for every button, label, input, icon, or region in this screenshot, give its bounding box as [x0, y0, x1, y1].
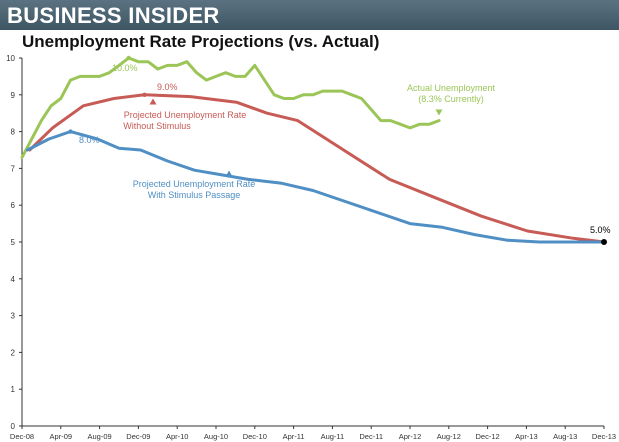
actual-peak-marker [126, 55, 131, 61]
brand-logo-text: BUSINESS INSIDER [7, 3, 220, 28]
x-tick-label: Aug-09 [88, 432, 112, 441]
series-line-without [28, 93, 606, 244]
y-tick-label: 3 [11, 312, 16, 321]
x-tick-label: Aug-13 [553, 432, 577, 441]
with-peak-label: 8.0% [79, 135, 100, 145]
y-tick-label: 0 [11, 422, 16, 431]
without-label-arrow [149, 98, 157, 105]
x-tick-label: Apr-13 [515, 432, 538, 441]
y-tick-label: 5 [11, 238, 16, 247]
actual-label-line1: Actual Unemployment [407, 83, 496, 93]
without-peak-label: 9.0% [157, 82, 178, 92]
with-label-line2: With Stimulus Passage [148, 190, 241, 200]
series-line-actual [20, 56, 441, 159]
x-tick-label: Dec-12 [476, 432, 500, 441]
endpoint-marker [601, 239, 607, 245]
x-tick-label: Dec-08 [10, 432, 34, 441]
chart-title: Unemployment Rate Projections (vs. Actua… [22, 32, 380, 51]
with-label-line1: Projected Unemployment Rate [133, 179, 256, 189]
y-tick-label: 9 [11, 91, 16, 100]
x-tick-label: Aug-12 [437, 432, 461, 441]
y-tick-label: 8 [11, 128, 16, 137]
without-label-line2: Without Stimulus [123, 121, 191, 131]
x-tick-label: Dec-10 [243, 432, 267, 441]
without-label-line1: Projected Unemployment Rate [124, 110, 247, 120]
y-tick-label: 2 [11, 348, 16, 357]
actual-peak-label: 10.0% [112, 63, 138, 73]
series-line-with [25, 130, 606, 244]
y-tick-label: 4 [11, 275, 16, 284]
endpoint-label: 5.0% [590, 225, 611, 235]
brand-header-bar: BUSINESS INSIDER [0, 0, 619, 30]
x-tick-label: Apr-10 [166, 432, 189, 441]
x-tick-label: Aug-10 [204, 432, 228, 441]
actual-label-arrow [435, 109, 443, 116]
x-tick-label: Apr-09 [50, 432, 73, 441]
actual-label-line2: (8.3% Currently) [418, 94, 484, 104]
x-tick-label: Dec-09 [126, 432, 150, 441]
with-peak-marker [68, 129, 73, 134]
x-tick-label: Aug-11 [321, 432, 345, 441]
without-peak-marker [142, 92, 147, 98]
y-tick-label: 6 [11, 201, 16, 210]
with-label-arrow [225, 170, 233, 177]
y-tick-label: 1 [11, 385, 16, 394]
y-tick-label: 7 [11, 164, 16, 173]
x-tick-label: Apr-12 [399, 432, 422, 441]
x-tick-label: Dec-13 [592, 432, 616, 441]
x-tick-label: Dec-11 [359, 432, 383, 441]
x-tick-label: Apr-11 [283, 432, 305, 441]
y-tick-label: 10 [6, 54, 15, 63]
